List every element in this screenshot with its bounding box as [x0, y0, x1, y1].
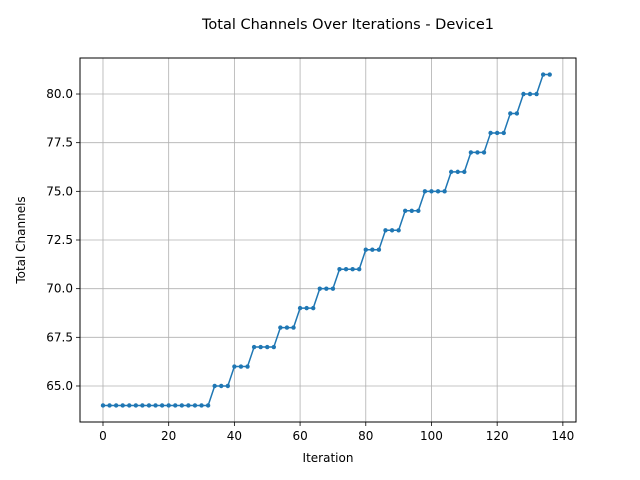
data-point — [278, 325, 283, 330]
data-point — [212, 383, 217, 389]
data-point — [245, 364, 250, 369]
x-tick-label: 100 — [420, 429, 443, 443]
data-point — [343, 266, 349, 272]
data-point — [429, 189, 434, 194]
data-point — [521, 91, 526, 97]
data-point — [462, 169, 467, 175]
data-point — [291, 325, 296, 330]
data-point — [376, 247, 382, 252]
x-tick-label: 60 — [292, 429, 307, 443]
data-point — [317, 286, 322, 291]
x-tick-label: 80 — [358, 429, 373, 443]
y-tick-label: 67.5 — [46, 330, 73, 344]
data-point — [166, 403, 171, 408]
data-point — [363, 247, 368, 252]
data-point — [527, 91, 533, 97]
data-point — [159, 403, 165, 408]
data-point — [534, 91, 539, 97]
data-point — [494, 130, 500, 136]
data-point — [127, 403, 132, 408]
x-axis-label: Iteration — [303, 451, 354, 465]
data-point — [146, 403, 152, 408]
data-point — [357, 266, 362, 272]
data-point — [396, 228, 401, 233]
data-point — [330, 286, 336, 291]
data-point — [120, 403, 125, 408]
data-point — [409, 208, 414, 214]
x-tick-label: 140 — [551, 429, 574, 443]
data-point — [205, 403, 211, 408]
data-point — [547, 72, 552, 77]
x-tick-label: 120 — [486, 429, 509, 443]
data-point — [448, 169, 454, 175]
data-point — [350, 266, 355, 272]
data-point — [435, 189, 441, 194]
data-point — [324, 286, 329, 291]
data-point — [422, 189, 428, 194]
y-tick-label: 80.0 — [46, 87, 73, 101]
data-point — [251, 344, 257, 350]
data-point — [133, 403, 139, 408]
y-tick-label: 65.0 — [46, 379, 73, 393]
data-point — [508, 111, 513, 116]
data-point — [107, 403, 112, 408]
data-point — [455, 169, 460, 175]
data-point — [186, 403, 191, 408]
x-tick-label: 0 — [99, 429, 107, 443]
data-point — [265, 344, 270, 350]
data-point — [442, 189, 447, 194]
axis-ticks: 0 20 40 60 80 100 120 140 65.0 67.5 70.0 72.5 75.0 77… — [46, 87, 574, 443]
data-point — [140, 403, 145, 408]
y-tick-label: 70.0 — [46, 282, 73, 296]
data-point — [337, 266, 342, 272]
data-point — [179, 403, 185, 408]
data-point — [173, 403, 178, 408]
data-series — [100, 72, 552, 408]
data-point — [475, 150, 480, 155]
data-point — [100, 403, 106, 408]
data-point — [540, 72, 546, 77]
data-point — [284, 325, 290, 330]
y-tick-label: 72.5 — [46, 233, 73, 247]
data-point — [514, 111, 520, 116]
data-point — [113, 403, 119, 408]
data-point — [271, 344, 277, 350]
data-point — [192, 403, 198, 408]
data-point — [297, 305, 303, 311]
data-point — [370, 247, 375, 252]
data-point — [488, 130, 493, 136]
data-point — [219, 383, 224, 389]
chart-title: Total Channels Over Iterations - Device1 — [201, 17, 494, 33]
data-point — [311, 305, 316, 311]
y-tick-label: 75.0 — [46, 184, 73, 198]
data-point — [416, 208, 421, 214]
data-point — [468, 150, 474, 155]
data-point — [402, 208, 408, 214]
data-point — [199, 403, 204, 408]
y-axis-label: Total Channels — [14, 196, 28, 284]
data-point — [383, 228, 388, 233]
data-point — [232, 364, 237, 369]
data-point — [481, 150, 487, 155]
x-tick-label: 40 — [227, 429, 242, 443]
data-point — [153, 403, 158, 408]
data-point — [389, 228, 395, 233]
data-point — [501, 130, 506, 136]
data-point — [258, 344, 263, 350]
data-point — [238, 364, 244, 369]
data-point — [225, 383, 231, 389]
y-tick-label: 77.5 — [46, 136, 73, 150]
x-tick-label: 20 — [161, 429, 176, 443]
data-point — [304, 305, 309, 311]
